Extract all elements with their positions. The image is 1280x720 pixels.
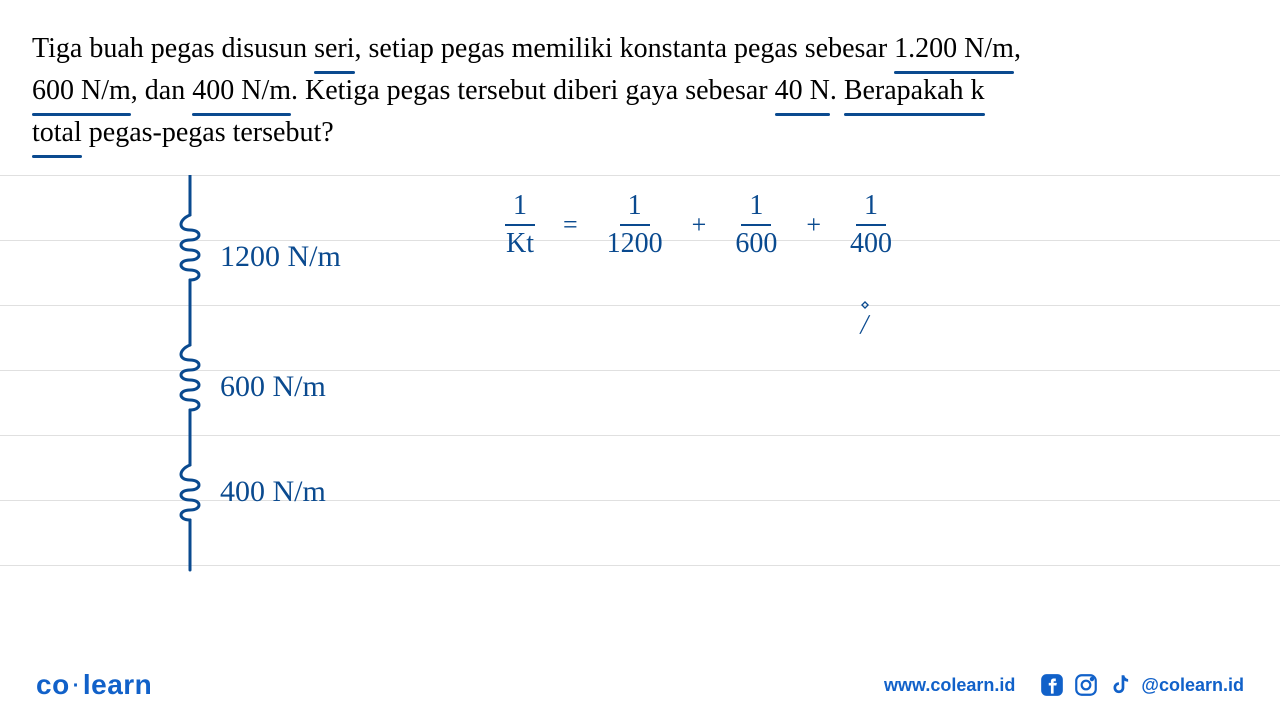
denominator: 1200 (599, 226, 671, 260)
q-text: pegas-pegas tersebut? (82, 117, 334, 148)
q-text: , dan (131, 75, 192, 106)
q-underline-40n: 40 N (775, 70, 830, 112)
numerator: 1 (856, 190, 886, 226)
numerator: 1 (620, 190, 650, 226)
q-underline-600: 600 N/m (32, 70, 131, 112)
numerator: 1 (741, 190, 771, 226)
footer: co·learn www.colearn.id @colearn.id (0, 650, 1280, 720)
q-underline-1200: 1.200 N/m (894, 28, 1014, 70)
tiktok-icon (1107, 672, 1133, 698)
ruled-paper-area: 1200 N/m 600 N/m 400 N/m 1 Kt = 1 1200 +… (0, 155, 1280, 650)
denominator: Kt (498, 226, 542, 260)
facebook-icon (1039, 672, 1065, 698)
colearn-logo: co·learn (36, 669, 152, 701)
social-handle: @colearn.id (1141, 675, 1244, 696)
logo-learn: learn (83, 669, 152, 700)
fraction-1-600: 1 600 (727, 190, 785, 260)
q-underline-seri: seri (314, 28, 354, 70)
fraction-1-1200: 1 1200 (599, 190, 671, 260)
cursor-mark: ⋄╱ (860, 295, 870, 335)
fraction-1-400: 1 400 (842, 190, 900, 260)
q-text: . Ketiga pegas tersebut diberi gaya sebe… (291, 75, 775, 106)
q-underline-total: total (32, 112, 82, 154)
denominator: 600 (727, 226, 785, 260)
spring2-label: 600 N/m (220, 370, 326, 404)
q-underline-berapakah: Berapakah k (844, 70, 985, 112)
logo-dot: · (73, 675, 80, 697)
spring3-label: 400 N/m (220, 475, 326, 509)
q-text: Tiga buah pegas disusun (32, 33, 314, 64)
series-equation: 1 Kt = 1 1200 + 1 600 + 1 400 (490, 190, 908, 260)
equals-sign: = (563, 210, 578, 240)
footer-right: www.colearn.id @colearn.id (884, 672, 1244, 698)
spring-diagram (160, 175, 220, 575)
fraction-1-kt: 1 Kt (498, 190, 542, 260)
numerator: 1 (505, 190, 535, 226)
q-underline-400: 400 N/m (192, 70, 291, 112)
plus-sign: + (692, 210, 707, 240)
social-icons: @colearn.id (1039, 672, 1244, 698)
denominator: 400 (842, 226, 900, 260)
plus-sign: + (806, 210, 821, 240)
question-text: Tiga buah pegas disusun seri, setiap peg… (0, 0, 1280, 154)
spring1-label: 1200 N/m (220, 240, 341, 274)
logo-co: co (36, 669, 70, 700)
q-text: , setiap pegas memiliki konstanta pegas … (355, 33, 895, 64)
q-text: . (830, 75, 844, 106)
footer-url: www.colearn.id (884, 675, 1015, 696)
instagram-icon (1073, 672, 1099, 698)
q-text: , (1014, 33, 1021, 64)
